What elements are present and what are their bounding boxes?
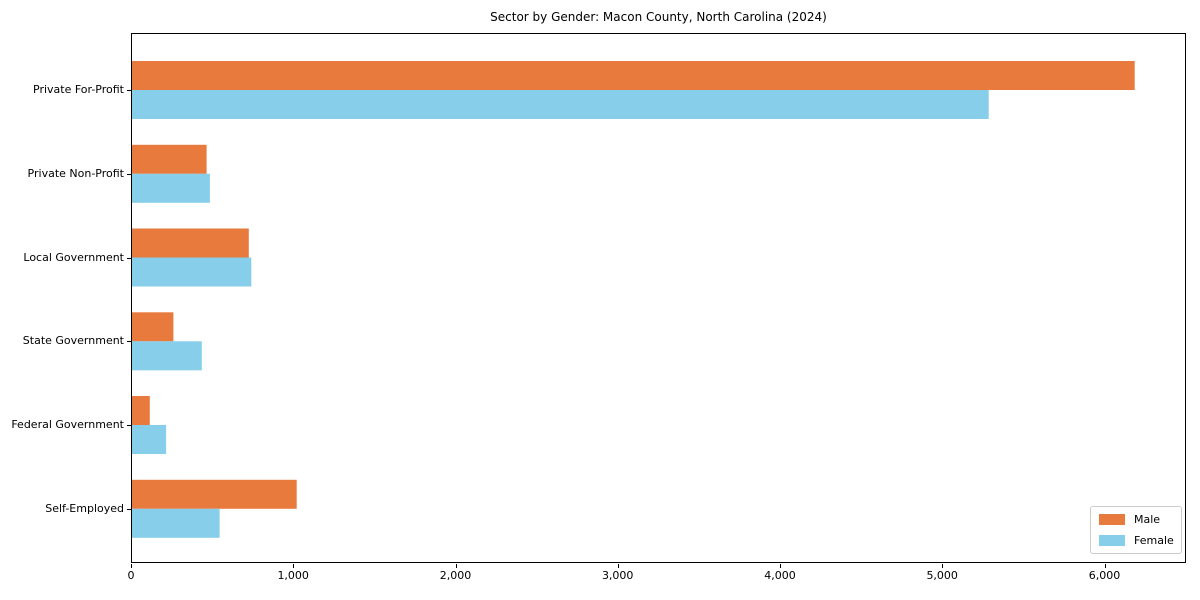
x-tick-label-0: 0 bbox=[127, 569, 135, 582]
bar-female-private-non-profit bbox=[132, 173, 210, 203]
bar-female-self-employed bbox=[132, 508, 220, 538]
y-tick-mark-self-employed bbox=[127, 508, 131, 510]
legend-entry-female: Female bbox=[1099, 534, 1174, 547]
bar-female-private-for-profit bbox=[132, 90, 989, 119]
legend-entry-male: Male bbox=[1099, 514, 1173, 525]
bar-male-private-for-profit bbox=[132, 61, 1135, 90]
x-tick-label-3000: 3,000 bbox=[601, 569, 634, 582]
bar-female-state-government bbox=[132, 341, 202, 371]
bars-svg bbox=[132, 61, 1135, 538]
legend: Male Female bbox=[1090, 506, 1182, 554]
bar-male-federal-government bbox=[132, 396, 150, 425]
bar-male-local-government bbox=[132, 228, 249, 258]
x-tick-mark-0 bbox=[131, 564, 132, 568]
x-tick-label-6000: 6,000 bbox=[1088, 569, 1121, 582]
x-tick-mark-6000 bbox=[1104, 564, 1106, 568]
chart-title: Sector by Gender: Macon County, North Ca… bbox=[490, 10, 827, 24]
y-tick-mark-private-non-profit bbox=[127, 173, 131, 175]
legend-label-female: Female bbox=[1134, 534, 1174, 547]
x-tick-mark-4000 bbox=[780, 564, 781, 568]
x-tick-mark-2000 bbox=[455, 564, 457, 568]
bar-female-federal-government bbox=[132, 425, 167, 454]
y-tick-mark-state-government bbox=[127, 341, 131, 343]
legend-label-male: Male bbox=[1134, 513, 1161, 526]
bar-male-state-government bbox=[132, 312, 174, 342]
plot-area bbox=[131, 33, 1186, 563]
bar-male-self-employed bbox=[132, 479, 297, 509]
bar-male-private-non-profit bbox=[132, 144, 207, 174]
legend-swatch-female bbox=[1099, 535, 1125, 546]
y-tick-label-private-non-profit: Private Non-Profit bbox=[27, 166, 124, 180]
y-tick-label-private-for-profit: Private For-Profit bbox=[33, 83, 124, 96]
y-tick-label-local-government: Local Government bbox=[23, 250, 124, 264]
x-tick-label-4000: 4,000 bbox=[764, 569, 796, 582]
y-tick-mark-local-government bbox=[127, 257, 131, 259]
x-tick-label-1000: 1,000 bbox=[277, 569, 309, 582]
y-tick-mark-federal-government bbox=[127, 425, 131, 426]
y-tick-label-self-employed: Self-Employed bbox=[45, 501, 124, 515]
legend-swatch-male bbox=[1099, 514, 1125, 525]
y-tick-label-federal-government: Federal Government bbox=[11, 418, 124, 431]
x-tick-mark-1000 bbox=[293, 564, 295, 568]
x-tick-label-2000: 2,000 bbox=[439, 569, 472, 582]
x-tick-mark-3000 bbox=[617, 564, 619, 568]
y-tick-mark-private-for-profit bbox=[127, 90, 131, 91]
y-tick-label-state-government: State Government bbox=[22, 334, 124, 348]
x-tick-label-5000: 5,000 bbox=[926, 569, 958, 582]
x-tick-mark-5000 bbox=[942, 564, 944, 568]
bar-female-local-government bbox=[132, 257, 252, 287]
